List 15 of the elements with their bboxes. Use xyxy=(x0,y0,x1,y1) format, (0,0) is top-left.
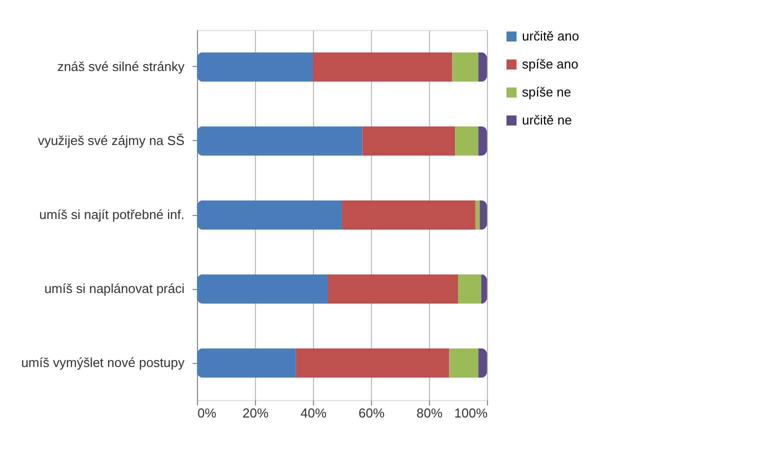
x-tick-label: 20% xyxy=(242,406,269,420)
y-tick-label: využiješ své zájmy na SŠ xyxy=(38,133,185,148)
legend-label: spíše ne xyxy=(522,84,572,100)
x-tick-label: 80% xyxy=(416,406,443,420)
y-tick-label: umíš vymýšlet nové postupy xyxy=(21,355,185,370)
legend-label: určitě ne xyxy=(522,112,572,128)
x-tick-label: 60% xyxy=(358,406,385,420)
y-tick-label: znáš své silné stránky xyxy=(57,59,185,74)
legend-label: určitě ano xyxy=(522,28,580,44)
x-tick-label: 0% xyxy=(198,406,217,420)
y-tick-label: umíš si najít potřebné inf. xyxy=(39,207,184,222)
legend-label: spíše ano xyxy=(522,56,578,72)
y-tick-label: umíš si naplánovat práci xyxy=(44,281,185,296)
x-tick-label: 40% xyxy=(300,406,327,420)
x-tick-label: 100% xyxy=(454,406,488,420)
